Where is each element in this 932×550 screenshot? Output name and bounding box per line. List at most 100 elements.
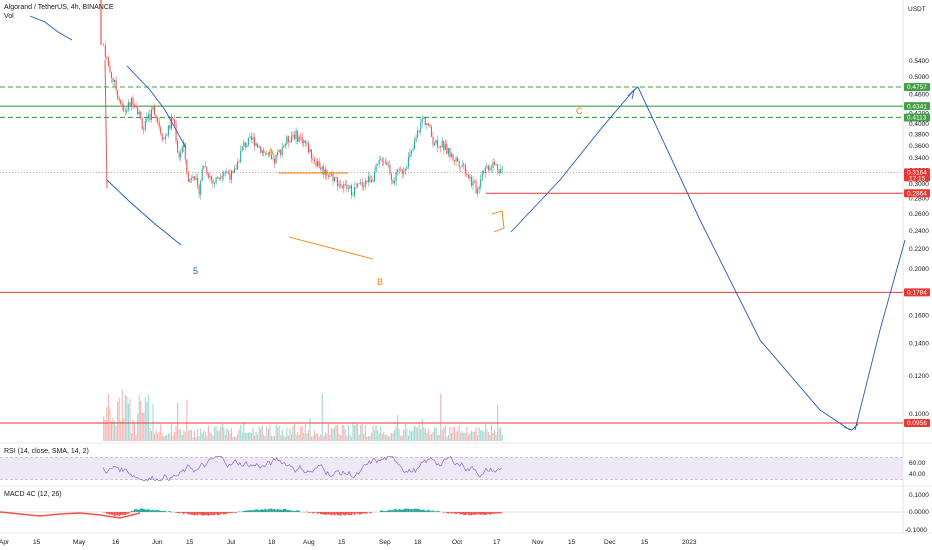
candle-body xyxy=(234,168,236,173)
candle-body xyxy=(498,169,500,174)
candle-body xyxy=(126,109,128,112)
volume-bar xyxy=(221,423,223,441)
volume-bar xyxy=(189,429,191,441)
volume-bar xyxy=(274,435,276,441)
volume-bar xyxy=(501,434,503,441)
macd-bar xyxy=(333,512,336,516)
macd-bar xyxy=(449,512,451,513)
candle-body xyxy=(149,114,151,120)
volume-bar xyxy=(400,435,402,441)
macd-bar xyxy=(361,512,363,514)
volume-bar xyxy=(344,429,346,441)
candle-body xyxy=(217,177,219,179)
candle-body xyxy=(301,136,303,144)
volume-bar xyxy=(300,426,302,441)
candle-body xyxy=(424,117,426,126)
candle-body xyxy=(318,161,320,168)
volume-bar xyxy=(135,434,137,441)
macd-bar xyxy=(346,512,348,515)
candle-body xyxy=(435,139,437,144)
volume-bar xyxy=(370,432,372,441)
volume-bar xyxy=(404,423,406,441)
candle-body xyxy=(355,187,357,188)
macd-bar xyxy=(399,509,402,512)
macd-bar xyxy=(175,512,177,513)
volume-bar xyxy=(450,432,452,441)
volume-bar xyxy=(438,434,440,441)
volume-bar xyxy=(107,393,109,441)
volume-bar xyxy=(483,432,485,441)
macd-bar xyxy=(381,510,383,512)
macd-bar xyxy=(146,509,148,512)
volume-bar xyxy=(223,427,225,441)
volume-bar xyxy=(161,433,163,441)
candle-body xyxy=(383,161,385,163)
macd-bar xyxy=(275,509,277,512)
macd-bar xyxy=(263,509,265,512)
candle-body xyxy=(103,45,105,47)
volume-bar xyxy=(143,412,145,441)
candle-body xyxy=(163,138,165,140)
macd-bar xyxy=(249,510,251,512)
macd-bar xyxy=(150,510,153,512)
candle-body xyxy=(438,146,440,148)
candle-body xyxy=(358,183,360,185)
volume-bar xyxy=(284,436,286,441)
candle-body xyxy=(244,142,246,148)
volume-bar xyxy=(430,434,432,441)
macd-bar xyxy=(486,512,488,515)
volume-bar xyxy=(212,435,214,441)
candle-body xyxy=(209,176,211,178)
candle-body xyxy=(375,164,377,173)
price-tag-label: 0.1784 xyxy=(907,290,927,297)
price-tag-label: 0.4757 xyxy=(907,84,927,91)
volume-bar xyxy=(197,429,199,441)
price-tick-label: 0.1400 xyxy=(909,341,929,348)
candle-body xyxy=(134,104,136,106)
volume-bar xyxy=(460,432,462,441)
macd-bar xyxy=(386,511,388,512)
macd-bar xyxy=(339,512,342,516)
macd-bar xyxy=(427,509,430,512)
volume-bar xyxy=(110,421,112,441)
macd-bar xyxy=(349,512,351,516)
macd-bar xyxy=(163,511,165,512)
volume-bar xyxy=(238,429,240,441)
macd-bar xyxy=(379,510,382,512)
candle-body xyxy=(335,177,337,178)
volume-bar xyxy=(158,431,160,441)
candle-body xyxy=(389,164,391,175)
candle-body xyxy=(170,118,172,129)
candle-body xyxy=(130,97,132,107)
candle-body xyxy=(146,116,148,121)
macd-bar xyxy=(295,510,297,512)
candle-body xyxy=(297,130,299,142)
volume-bar xyxy=(144,397,146,441)
volume-bar xyxy=(278,425,280,441)
candle-body xyxy=(478,186,480,190)
price-tick-label: 0.2400 xyxy=(909,228,929,235)
candle-body xyxy=(315,161,317,167)
candle-body xyxy=(409,153,411,157)
candle-body xyxy=(118,98,120,101)
price-tag xyxy=(904,168,930,182)
volume-bar xyxy=(264,436,266,441)
macd-bar xyxy=(209,512,211,516)
volume-bar xyxy=(498,428,500,441)
macd-left-segment xyxy=(0,511,141,519)
price-tick-label: 0.1000 xyxy=(909,411,929,418)
candle-body xyxy=(281,147,283,155)
macd-bar xyxy=(492,512,494,515)
macd-bar xyxy=(318,512,320,513)
candle-body xyxy=(123,105,125,112)
volume-bar xyxy=(369,436,371,441)
candle-body xyxy=(309,149,311,153)
candle-body xyxy=(221,175,223,179)
macd-bar xyxy=(253,509,256,512)
volume-bar xyxy=(497,405,499,441)
macd-bar xyxy=(489,512,491,515)
macd-bar xyxy=(258,510,260,512)
macd-bar xyxy=(215,512,217,515)
volume-bar xyxy=(341,424,343,441)
candle-body xyxy=(361,182,363,187)
